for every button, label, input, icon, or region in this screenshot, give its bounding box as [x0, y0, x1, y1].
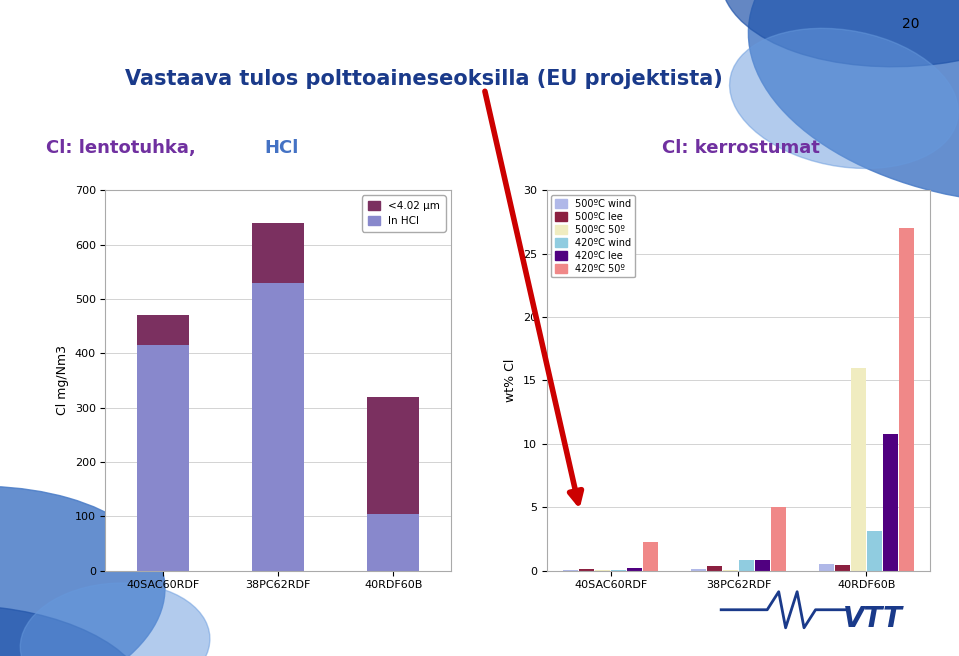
- Bar: [643, 542, 658, 571]
- Ellipse shape: [0, 486, 165, 656]
- Bar: [819, 564, 834, 571]
- Bar: [882, 434, 898, 571]
- Ellipse shape: [0, 605, 148, 656]
- Ellipse shape: [20, 583, 210, 656]
- Bar: [137, 316, 189, 345]
- Bar: [627, 567, 643, 571]
- Text: VTT PROSESSIT: VTT PROSESSIT: [12, 20, 108, 31]
- Text: Cl: lentotuhka,: Cl: lentotuhka,: [46, 138, 202, 157]
- Text: VTT: VTT: [843, 605, 903, 633]
- Text: Cl: kerrostumat: Cl: kerrostumat: [663, 138, 820, 157]
- Bar: [137, 345, 189, 571]
- Ellipse shape: [720, 0, 959, 67]
- Bar: [367, 397, 419, 514]
- Bar: [899, 228, 914, 571]
- Bar: [707, 566, 722, 571]
- Text: Vastaava tulos polttoaineseoksilla (EU projektista): Vastaava tulos polttoaineseoksilla (EU p…: [126, 69, 723, 89]
- Bar: [690, 569, 706, 571]
- Bar: [579, 569, 595, 571]
- Text: HCl: HCl: [264, 138, 298, 157]
- Bar: [867, 531, 882, 571]
- Legend: <4.02 μm, In HCl: <4.02 μm, In HCl: [363, 195, 446, 232]
- Bar: [252, 283, 304, 571]
- Y-axis label: Cl mg/Nm3: Cl mg/Nm3: [56, 346, 69, 415]
- Bar: [367, 514, 419, 571]
- Bar: [563, 569, 578, 571]
- Ellipse shape: [730, 28, 958, 169]
- Bar: [771, 507, 786, 571]
- Bar: [851, 368, 866, 571]
- Ellipse shape: [748, 0, 959, 204]
- Y-axis label: wt% Cl: wt% Cl: [504, 359, 517, 402]
- Legend: 500ºC wind, 500ºC lee, 500ºC 50º, 420ºC wind, 420ºC lee, 420ºC 50º: 500ºC wind, 500ºC lee, 500ºC 50º, 420ºC …: [551, 195, 635, 277]
- Bar: [834, 565, 850, 571]
- Bar: [611, 569, 626, 571]
- Bar: [738, 560, 754, 571]
- Bar: [755, 560, 770, 571]
- Bar: [723, 569, 738, 571]
- Text: 20: 20: [902, 16, 920, 31]
- Bar: [252, 223, 304, 283]
